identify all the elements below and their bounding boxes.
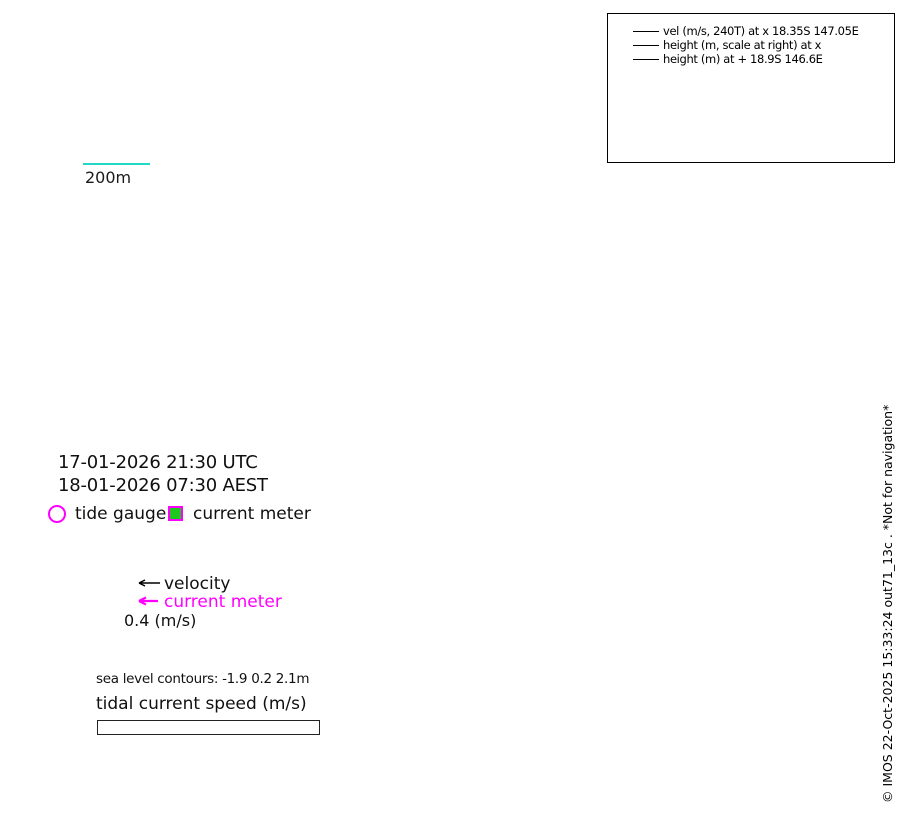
- height-x-line-swatch: [633, 44, 659, 46]
- inset-legend-item-height-plus: height (m) at + 18.9S 146.6E: [633, 52, 823, 66]
- timestamp-aest: 18-01-2026 07:30 AEST: [58, 475, 268, 496]
- vel-line-swatch: [633, 30, 659, 32]
- inset-legend-label: vel (m/s, 240T) at x 18.35S 147.05E: [663, 24, 859, 38]
- current-meter-arrow-icon: [138, 596, 158, 606]
- scalebar-200m-line: [83, 163, 150, 165]
- scalebar-label: 200m: [85, 168, 132, 187]
- inset-legend-item-height-x: height (m, scale at right) at x: [633, 38, 822, 52]
- timestamp-utc: 17-01-2026 21:30 UTC: [58, 452, 258, 473]
- current-meter-legend-label: current meter: [193, 504, 311, 524]
- sea-level-contours-note: sea level contours: -1.9 0.2 2.1m: [96, 671, 310, 687]
- velocity-arrow-icon: [138, 579, 160, 587]
- height-plus-line-swatch: [633, 58, 659, 60]
- inset-legend-label: height (m) at + 18.9S 146.6E: [663, 52, 823, 66]
- inset-legend-label: height (m, scale at right) at x: [663, 38, 822, 52]
- colorbar: [97, 720, 320, 735]
- tide-gauge-legend-label: tide gauge: [75, 504, 167, 524]
- tide-gauge-legend-icon: [48, 505, 66, 523]
- velocity-legend-label: velocity: [164, 574, 231, 594]
- current-meter-legend-icon: [168, 506, 183, 521]
- inset-chart: vel (m/s, 240T) at x 18.35S 147.05E heig…: [607, 13, 895, 163]
- watermark-credit: © IMOS 22-Oct-2025 15:33:24 out71_13c . …: [880, 404, 895, 803]
- current-meter-vector-label: current meter: [164, 592, 282, 612]
- colorbar-title: tidal current speed (m/s): [96, 694, 307, 714]
- arrow-scale-label: 0.4 (m/s): [124, 611, 197, 630]
- inset-legend-item-vel: vel (m/s, 240T) at x 18.35S 147.05E: [633, 24, 859, 38]
